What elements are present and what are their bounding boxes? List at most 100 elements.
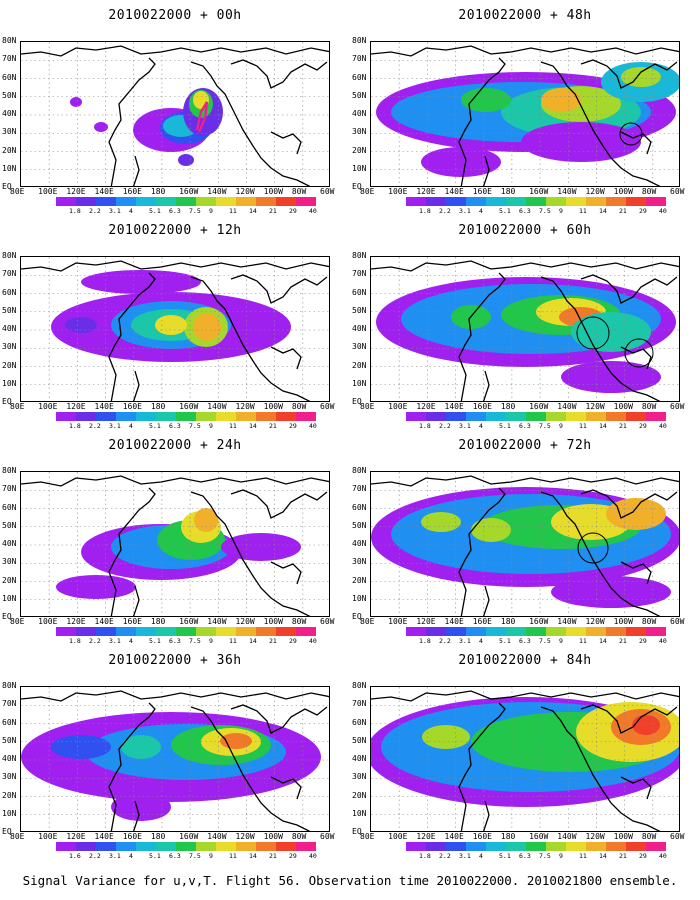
colorbar-label: 40 [309,637,317,645]
lon-label: 180 [500,187,516,196]
lat-label: 60N [352,287,367,297]
coastline [482,155,490,186]
colorbar-swatch [96,842,116,851]
variance-contour [422,725,470,749]
colorbar-swatch [96,627,116,636]
colorbar-swatch [626,627,646,636]
colorbar-label: 29 [639,422,647,430]
lon-label: 120E [416,187,436,196]
lat-label: 30N [2,772,17,782]
colorbar-label: 21 [619,852,627,860]
lat-label: 80N [2,466,17,475]
variance-map [21,257,329,401]
colorbar-label: 11 [579,422,587,430]
colorbar-swatch [486,627,506,636]
colorbar-label: 1.8 [69,207,81,215]
variance-contour [461,88,511,112]
coastline [132,800,140,831]
coastline [620,776,652,800]
colorbar-label: 5.1 [149,852,161,860]
colorbar-swatch [586,842,606,851]
coastline [482,370,490,401]
lon-label: 100E [388,832,408,841]
colorbar-label: 14 [599,852,607,860]
colorbar-label: 3.1 [109,422,121,430]
colorbar-label: 6.3 [169,422,181,430]
lon-label: 120W [585,617,605,626]
colorbar-swatch [76,627,96,636]
colorbar-swatch [406,842,426,851]
colorbar-label: 5.1 [499,207,511,215]
coastline [21,475,329,487]
lon-label: 120W [235,187,255,196]
colorbar-swatch [196,197,216,206]
colorbar-swatch [526,412,546,421]
lat-label: 40N [352,109,367,118]
colorbar-label: 29 [289,422,297,430]
colorbar-swatch [526,842,546,851]
coastline [371,260,679,272]
lon-label: 120W [235,402,255,411]
colorbar-label: 1.8 [419,207,431,215]
coastline [230,489,328,519]
lat-label: 30N [352,772,367,782]
colorbar-label: 6.3 [169,852,181,860]
coastline [190,61,311,186]
colorbar [406,627,666,636]
colorbar-swatch [236,412,256,421]
lon-label: 120W [235,617,255,626]
lon-label: 140E [444,617,464,626]
lon-label: 80W [291,402,307,411]
coastline [270,561,302,585]
colorbar-swatch [136,197,156,206]
lat-label: 10N [2,163,17,173]
lat-label: 60N [2,287,17,297]
colorbar-swatch [486,197,506,206]
colorbar-label: 29 [639,852,647,860]
coastline [620,131,652,155]
map-area [20,471,330,617]
variance-contour [541,88,581,112]
variance-map [371,257,679,401]
colorbar-label: 6.3 [519,637,531,645]
variance-map [21,687,329,831]
lon-label: 100W [263,617,283,626]
coastline [580,704,678,734]
colorbar-swatch [446,842,466,851]
colorbar-swatch [76,412,96,421]
colorbar-label: 40 [659,637,667,645]
colorbar-label: 9 [209,852,213,860]
colorbar-swatch [256,627,276,636]
colorbar-swatch [506,412,526,421]
colorbar-label: 2.2 [89,637,101,645]
target-circle [576,316,610,350]
lat-label: 10N [2,378,17,388]
colorbar-label: 40 [309,207,317,215]
colorbar-swatch [586,412,606,421]
lon-label: 120E [66,617,86,626]
colorbar-swatch [216,627,236,636]
colorbar-swatch [566,842,586,851]
coastline [458,57,506,186]
colorbar-swatch [296,842,316,851]
variance-contour [193,313,221,341]
colorbar-swatch [446,627,466,636]
lon-label: 140W [207,402,227,411]
lat-label: 50N [352,90,367,100]
colorbar-swatch [466,197,486,206]
colorbar-swatch [626,412,646,421]
colorbar-swatch [506,842,526,851]
lon-label: 80E [10,187,25,196]
colorbar-label: 21 [619,207,627,215]
colorbar-label: 14 [599,637,607,645]
lon-label: 120W [585,187,605,196]
lon-label: 140E [444,402,464,411]
colorbar-label: 3.1 [459,637,471,645]
lon-label: 60W [320,617,335,626]
colorbar-swatch [546,412,566,421]
colorbar-swatch [546,197,566,206]
panel-title: 2010022000 + 24h [108,438,242,453]
coastline [270,131,302,155]
map-panel-36h: 2010022000 + 36h 80N 70N 60N 50N 40N 30N 20N 10N… [0,645,350,860]
lon-label: 140W [207,832,227,841]
